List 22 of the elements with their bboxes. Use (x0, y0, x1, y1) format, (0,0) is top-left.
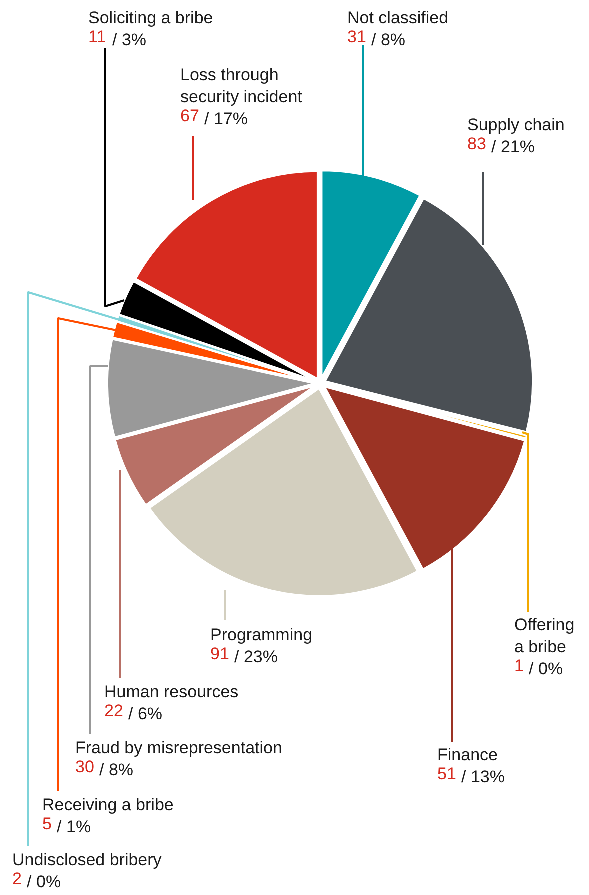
data-label: 67 / 17% (180, 106, 248, 128)
slice-label: Receiving a bribe (42, 796, 174, 814)
data-label: 2 / 0% (12, 870, 62, 892)
data-label: 22 / 6% (104, 702, 163, 724)
slice-label: Not classified (348, 8, 449, 28)
slice-label: Supply chain (468, 116, 565, 134)
data-label: 83 / 21% (468, 134, 535, 156)
data-label: 1 / 0% (514, 656, 564, 678)
slice-label: Programming (210, 626, 313, 644)
data-label: 5 / 1% (42, 814, 92, 836)
data-label: 30 / 8% (76, 758, 134, 780)
slice-label: Fraud by misrepresentation (76, 738, 282, 758)
slice-label: Loss through security incident (180, 66, 303, 106)
slice-label: Human resources (104, 682, 239, 702)
data-label: 51 / 13% (438, 764, 505, 786)
slice-label: Soliciting a bribe (88, 8, 214, 28)
slice-label: Finance (438, 746, 498, 764)
data-label: 91 / 23% (210, 644, 278, 666)
data-label: 31 / 8% (348, 28, 406, 50)
slice-label: Offering a bribe (514, 616, 575, 656)
slice-label: Undisclosed bribery (12, 850, 162, 870)
data-label: 11 / 3% (88, 28, 147, 50)
